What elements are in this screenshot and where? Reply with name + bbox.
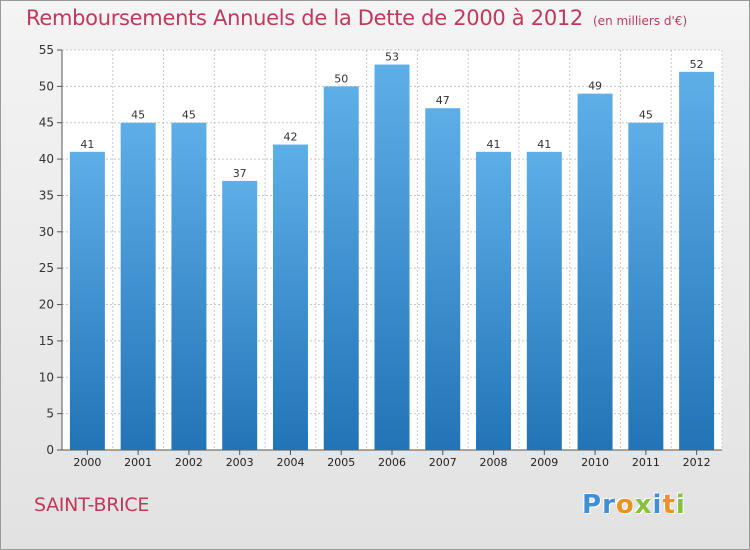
bar [171,122,207,451]
logo-letter: x [634,490,653,520]
y-tick-label: 10 [39,370,54,384]
x-tick-label: 2006 [378,456,406,469]
x-tick-label: 2000 [73,456,101,469]
chart-title: Remboursements Annuels de la Dette de 20… [26,6,687,30]
bar [323,86,359,450]
y-tick-label: 0 [46,443,54,457]
y-tick-label: 30 [39,225,54,239]
y-tick-label: 50 [39,79,54,93]
bar-value-label: 53 [385,51,399,64]
chart-unit-label: (en milliers d'€) [593,14,688,28]
bar-value-label: 42 [283,131,297,144]
bar [628,122,664,451]
x-tick-label: 2001 [124,456,152,469]
y-tick-label: 15 [39,334,54,348]
x-tick-label: 2012 [683,456,711,469]
bar-value-label: 49 [588,80,602,93]
y-tick-label: 25 [39,261,54,275]
bar [425,108,461,450]
bar-value-label: 45 [639,109,653,122]
y-tick-label: 35 [39,188,54,202]
chart-title-text: Remboursements Annuels de la Dette de 20… [26,6,583,30]
bar [222,180,258,450]
logo-letter: o [615,490,635,520]
y-tick-label: 40 [39,152,54,166]
bar-value-label: 41 [487,138,501,151]
bar-value-label: 50 [334,72,348,85]
x-tick-label: 2009 [530,456,558,469]
x-tick-label: 2003 [226,456,254,469]
x-tick-label: 2010 [581,456,609,469]
bar-value-label: 45 [182,109,196,122]
x-tick-label: 2005 [327,456,355,469]
x-tick-label: 2011 [632,456,660,469]
city-name: SAINT-BRICE [34,494,150,516]
bar [679,71,715,451]
x-tick-label: 2007 [429,456,457,469]
bar-value-label: 41 [80,138,94,151]
bar-value-label: 41 [537,138,551,151]
logo-letter: r [602,490,616,520]
bar [526,151,562,450]
bar-value-label: 37 [233,167,247,180]
y-tick-label: 5 [46,407,54,421]
x-tick-label: 2008 [480,456,508,469]
x-tick-label: 2002 [175,456,203,469]
logo-letter: i [675,490,686,520]
bar [374,64,410,450]
bar-value-label: 52 [690,58,704,71]
logo-letter: t [662,490,676,520]
bar [69,151,105,450]
bar [476,151,512,450]
bar [272,144,308,450]
bar [120,122,156,451]
bar-value-label: 47 [436,94,450,107]
bar-value-label: 45 [131,109,145,122]
y-tick-label: 45 [39,116,54,130]
y-tick-label: 55 [39,43,54,57]
logo-letter: i [652,490,663,520]
bar [577,93,613,451]
y-tick-label: 20 [39,298,54,312]
logo-letter: P [582,490,603,520]
proxiti-logo: Proxiti [582,490,686,520]
x-tick-label: 2004 [276,456,304,469]
